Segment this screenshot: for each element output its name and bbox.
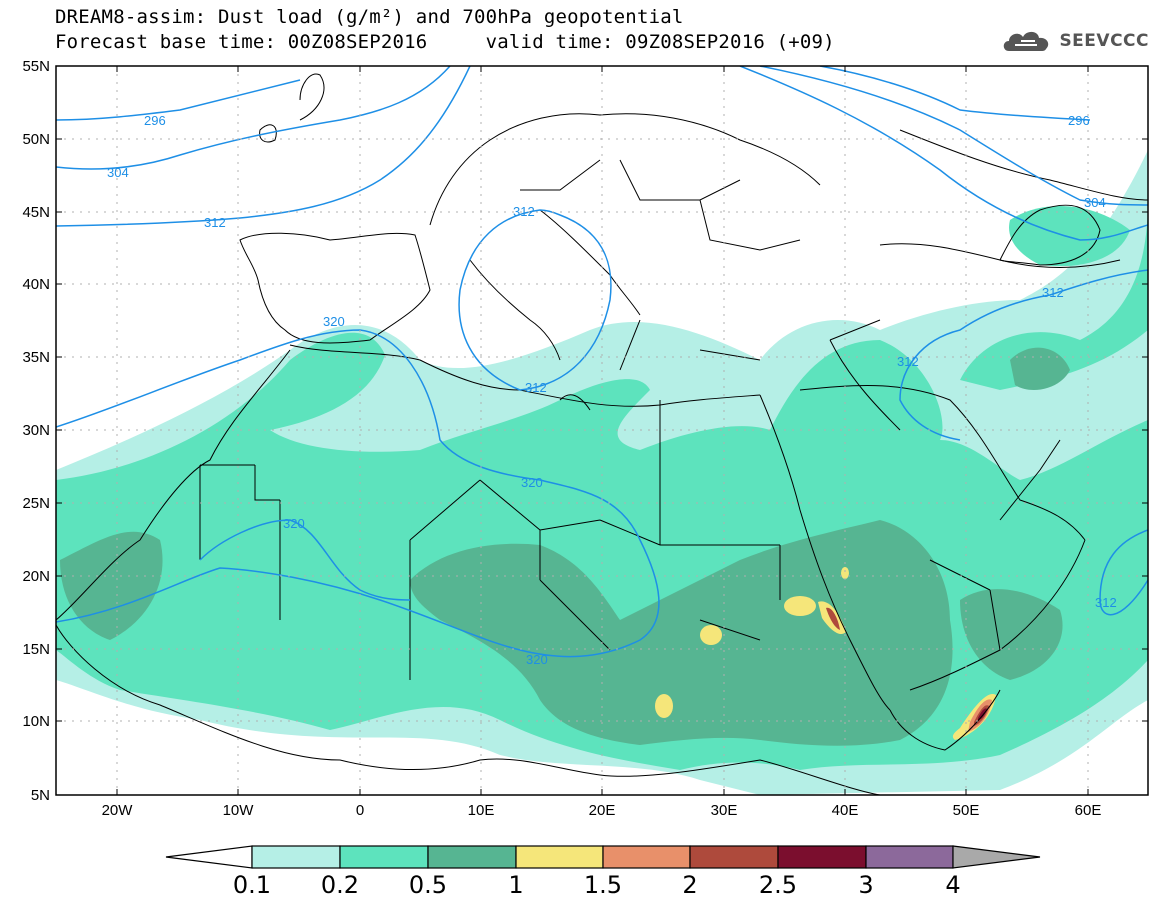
contour-label: 304 <box>107 165 129 180</box>
lat-label: 40N <box>22 276 50 293</box>
colorbar-seg <box>251 845 341 869</box>
lon-label: 50E <box>953 802 980 819</box>
lat-label: 45N <box>22 204 50 221</box>
dust-level-1-c <box>655 694 673 718</box>
lat-axis: 55N 50N 45N 40N 35N 30N 25N 20N 15N 10N … <box>22 58 1148 804</box>
colorbar-label: 1.5 <box>584 871 622 899</box>
contour-label: 304 <box>1084 195 1106 210</box>
cloud-icon <box>1004 31 1049 51</box>
colorbar-seg <box>689 845 779 869</box>
lon-label: 40E <box>832 802 859 819</box>
dust-level-1-b <box>700 625 722 645</box>
graticule <box>56 66 1148 795</box>
colorbar-label: 2.5 <box>759 871 797 899</box>
contour-label: 312 <box>513 204 535 219</box>
lat-label: 55N <box>22 58 50 75</box>
colorbar-label: 0.5 <box>409 871 447 899</box>
lon-label: 10E <box>468 802 495 819</box>
contour-label: 312 <box>1095 595 1117 610</box>
colorbar <box>165 845 1041 869</box>
lat-label: 35N <box>22 349 50 366</box>
lat-label: 50N <box>22 131 50 148</box>
geopotential-contours <box>56 66 1148 658</box>
colorbar-label: 4 <box>945 871 960 899</box>
colorbar-label: 0.1 <box>233 871 271 899</box>
contour-label: 320 <box>521 475 543 490</box>
colorbar-label: 1 <box>508 871 523 899</box>
colorbar-label: 0.2 <box>321 871 359 899</box>
colorbar-seg <box>865 845 954 869</box>
coastlines <box>56 73 1148 795</box>
colorbar-seg <box>777 845 867 869</box>
colorbar-seg <box>427 845 517 869</box>
contour-label: 312 <box>897 354 919 369</box>
contour-label: 296 <box>1068 113 1090 128</box>
lat-label: 5N <box>31 787 50 804</box>
lon-label: 20W <box>102 802 134 819</box>
dust-level-0-5-iran <box>1010 347 1070 390</box>
lon-axis: 20W 10W 0 10E 20E 30E 40E 50E 60E <box>102 66 1102 819</box>
dust-level-0-2-ne <box>960 200 1148 390</box>
contour-label: 320 <box>283 516 305 531</box>
contour-labels: 296 304 312 312 320 312 320 320 320 296 … <box>107 113 1117 667</box>
lon-label: 30E <box>711 802 738 819</box>
colorbar-seg <box>165 845 253 869</box>
lon-label: 60E <box>1075 802 1102 819</box>
contour-label: 320 <box>323 314 345 329</box>
lon-label: 0 <box>356 802 364 819</box>
colorbar-label: 2 <box>682 871 697 899</box>
lat-label: 20N <box>22 568 50 585</box>
map-title: DREAM8-assim: Dust load (g/m²) and 700hP… <box>55 6 684 28</box>
dust-level-2-5 <box>978 708 987 720</box>
dust-level-1-a <box>784 596 816 616</box>
contour-label: 312 <box>525 380 547 395</box>
dust-level-1-f <box>841 567 849 579</box>
lat-label: 30N <box>22 422 50 439</box>
dust-level-2 <box>826 607 840 630</box>
contour-label: 312 <box>204 215 226 230</box>
seevccc-logo: SEEVCCC <box>1001 26 1149 56</box>
contour-label: 320 <box>526 652 548 667</box>
colorbar-seg <box>515 845 604 869</box>
contour-label: 296 <box>144 113 166 128</box>
lon-label: 20E <box>589 802 616 819</box>
lat-label: 10N <box>22 713 50 730</box>
logo-text: SEEVCCC <box>1059 31 1149 51</box>
dust-level-0-2-caspian <box>1009 206 1130 267</box>
colorbar-seg <box>339 845 429 869</box>
colorbar-label: 3 <box>858 871 873 899</box>
colorbar-seg <box>602 845 691 869</box>
colorbar-seg <box>952 845 1041 869</box>
lat-label: 15N <box>22 641 50 658</box>
lat-label: 25N <box>22 495 50 512</box>
contour-label: 312 <box>1042 285 1064 300</box>
map-subtitle: Forecast base time: 00Z08SEP2016 valid t… <box>55 31 835 53</box>
lon-label: 10W <box>223 802 255 819</box>
colorbar-labels: 0.1 0.2 0.5 1 1.5 2 2.5 3 4 <box>233 871 961 899</box>
dust-level-0-5-west <box>60 531 163 640</box>
